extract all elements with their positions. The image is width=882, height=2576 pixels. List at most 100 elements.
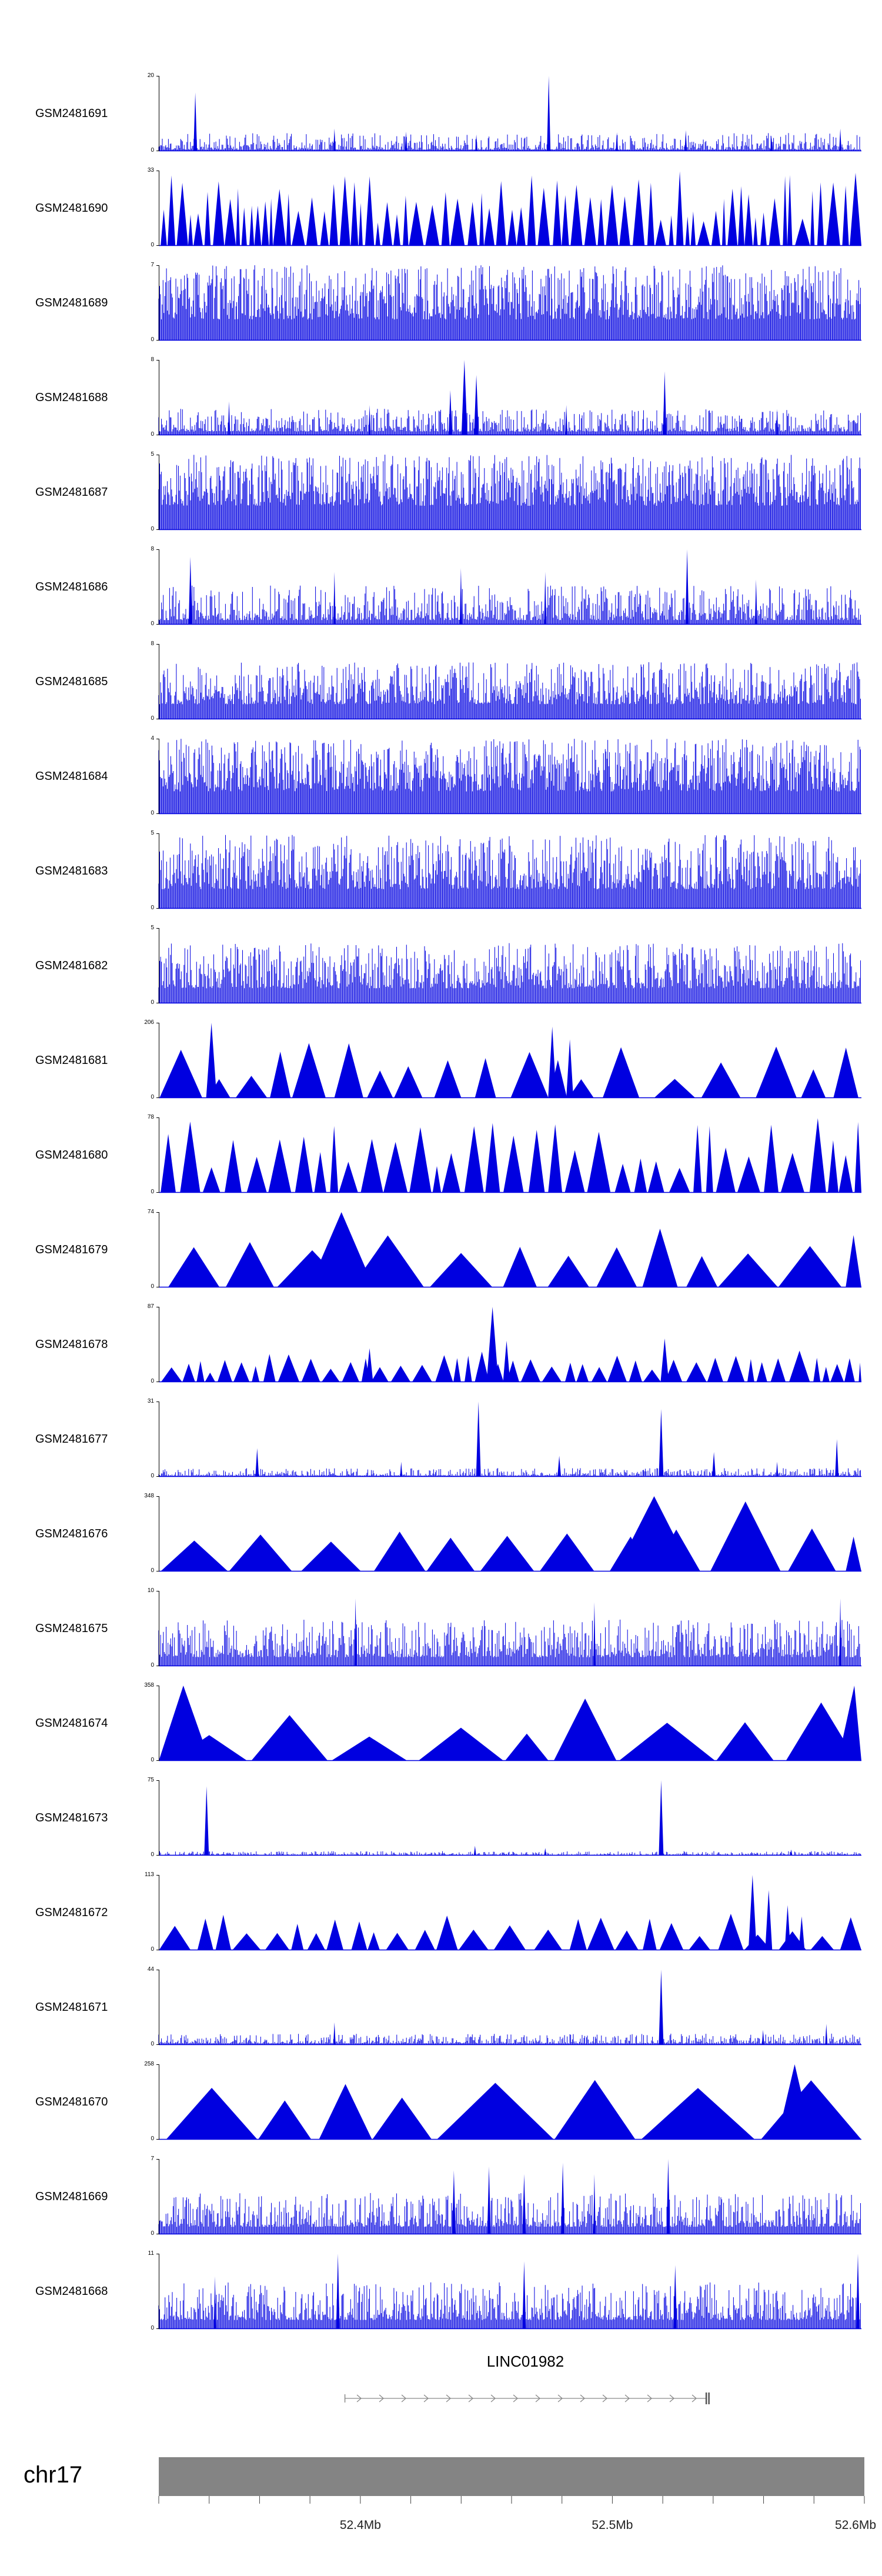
y-axis-max-label: 358 bbox=[144, 1682, 154, 1689]
y-axis-zero-label: 0 bbox=[151, 1378, 154, 1384]
signal-peaks bbox=[452, 2159, 670, 2234]
track-row: GSM2481676 348 0 bbox=[0, 1489, 882, 1584]
track-row: GSM2481686 8 0 bbox=[0, 542, 882, 637]
y-axis-zero-label: 0 bbox=[151, 1473, 154, 1479]
y-axis-max-label: 44 bbox=[147, 1966, 154, 1973]
axis-tick-label: 52.6Mb bbox=[835, 2518, 876, 2532]
track-label: GSM2481668 bbox=[35, 2285, 108, 2298]
gene-end-exon bbox=[708, 2393, 710, 2404]
signal-peaks bbox=[366, 1307, 669, 1382]
track-plot bbox=[156, 1307, 862, 1383]
strand-arrow-icon bbox=[468, 2394, 474, 2403]
track-plot bbox=[156, 1212, 861, 1288]
y-axis-max-label: 7 bbox=[151, 262, 154, 268]
track-label: GSM2481677 bbox=[35, 1433, 108, 1446]
track-plot bbox=[156, 644, 861, 720]
y-axis-zero-label: 0 bbox=[151, 431, 154, 438]
track-label: GSM2481679 bbox=[35, 1243, 108, 1256]
track-label: GSM2481675 bbox=[35, 1622, 108, 1635]
signal-bars bbox=[158, 133, 861, 151]
track-plot bbox=[156, 265, 861, 341]
gene-name: LINC01982 bbox=[486, 2353, 564, 2370]
track-row: GSM2481673 75 0 bbox=[0, 1773, 882, 1868]
signal-area bbox=[161, 1118, 862, 1193]
y-axis-zero-label: 0 bbox=[151, 1757, 154, 1763]
gene-model bbox=[344, 2393, 710, 2404]
strand-arrow-icon bbox=[647, 2394, 653, 2403]
track-row: GSM2481671 44 0 bbox=[0, 1963, 882, 2057]
track-label: GSM2481672 bbox=[35, 1906, 108, 1919]
track-row: GSM2481687 5 0 bbox=[0, 448, 882, 542]
track-row: GSM2481677 31 0 bbox=[0, 1394, 882, 1489]
signal-area bbox=[168, 1229, 861, 1287]
y-axis-zero-label: 0 bbox=[151, 905, 154, 911]
track-row: GSM2481669 7 0 bbox=[0, 2152, 882, 2247]
y-axis-max-label: 4 bbox=[151, 735, 154, 742]
track-row: GSM2481674 358 0 bbox=[0, 1679, 882, 1773]
y-axis-zero-label: 0 bbox=[151, 1094, 154, 1100]
track-label: GSM2481686 bbox=[35, 580, 108, 593]
chromosome-label: chr17 bbox=[24, 2462, 83, 2488]
y-axis-max-label: 74 bbox=[147, 1209, 154, 1215]
signal-area bbox=[159, 1914, 861, 1950]
y-axis-max-label: 10 bbox=[147, 1587, 154, 1594]
track-plot bbox=[156, 1970, 861, 2046]
track-plot bbox=[156, 1875, 861, 1951]
signal-bars bbox=[158, 455, 861, 530]
signal-bars bbox=[158, 943, 861, 1003]
track-plot bbox=[156, 2254, 861, 2330]
track-label: GSM2481682 bbox=[35, 959, 108, 972]
signal-peaks bbox=[204, 1780, 793, 1856]
axis-tick-label: 52.4Mb bbox=[340, 2518, 381, 2532]
y-axis-zero-label: 0 bbox=[151, 1946, 154, 1953]
track-label: GSM2481674 bbox=[35, 1717, 108, 1730]
track-plot bbox=[156, 2159, 861, 2235]
signal-peaks bbox=[255, 1402, 839, 1477]
track-label: GSM2481669 bbox=[35, 2190, 108, 2203]
track-label: GSM2481687 bbox=[35, 486, 108, 499]
signal-peaks bbox=[616, 1496, 781, 1571]
genome-axis: 52.4Mb 52.5Mb 52.6Mb bbox=[158, 2496, 876, 2532]
y-axis-max-label: 8 bbox=[151, 356, 154, 363]
track-row: GSM2481680 78 0 bbox=[0, 1110, 882, 1205]
y-axis-max-label: 31 bbox=[147, 1398, 154, 1404]
signal-area bbox=[166, 2080, 861, 2140]
signal-bars bbox=[158, 2193, 861, 2234]
track-plot bbox=[156, 1686, 861, 1761]
track-plot bbox=[156, 928, 861, 1004]
strand-arrow-icon bbox=[446, 2394, 452, 2403]
y-axis-zero-label: 0 bbox=[151, 999, 154, 1006]
y-axis-max-label: 5 bbox=[151, 830, 154, 836]
signal-peaks bbox=[748, 1875, 805, 1950]
track-plot bbox=[156, 833, 861, 909]
y-axis-zero-label: 0 bbox=[151, 1851, 154, 1858]
y-axis-max-label: 348 bbox=[144, 1493, 154, 1499]
track-label: GSM2481685 bbox=[35, 675, 108, 688]
track-plot bbox=[156, 2064, 861, 2140]
y-axis-max-label: 5 bbox=[151, 451, 154, 458]
track-plot bbox=[156, 76, 861, 152]
track-row: GSM2481688 8 0 bbox=[0, 353, 882, 448]
y-axis-max-label: 33 bbox=[147, 167, 154, 173]
track-row: GSM2481668 11 0 bbox=[0, 2247, 882, 2341]
signal-area bbox=[161, 171, 862, 246]
strand-arrow-icon bbox=[624, 2394, 630, 2403]
y-axis-zero-label: 0 bbox=[151, 147, 154, 154]
y-axis-zero-label: 0 bbox=[151, 715, 154, 722]
track-label: GSM2481673 bbox=[35, 1811, 108, 1824]
y-axis-max-label: 20 bbox=[147, 72, 154, 79]
y-axis-zero-label: 0 bbox=[151, 336, 154, 343]
signal-area bbox=[171, 1699, 857, 1761]
y-axis-max-label: 11 bbox=[148, 2250, 154, 2257]
track-plot bbox=[156, 1117, 862, 1193]
strand-arrow-icon bbox=[490, 2394, 496, 2403]
track-row: GSM2481690 33 0 bbox=[0, 163, 882, 258]
signal-bars bbox=[158, 662, 861, 719]
track-plot bbox=[156, 549, 861, 625]
track-plot bbox=[156, 1023, 861, 1099]
track-row: GSM2481685 8 0 bbox=[0, 637, 882, 732]
y-axis-max-label: 75 bbox=[147, 1777, 154, 1783]
strand-arrow-icon bbox=[513, 2394, 519, 2403]
y-axis-max-label: 8 bbox=[151, 546, 154, 552]
track-label: GSM2481689 bbox=[35, 296, 108, 309]
